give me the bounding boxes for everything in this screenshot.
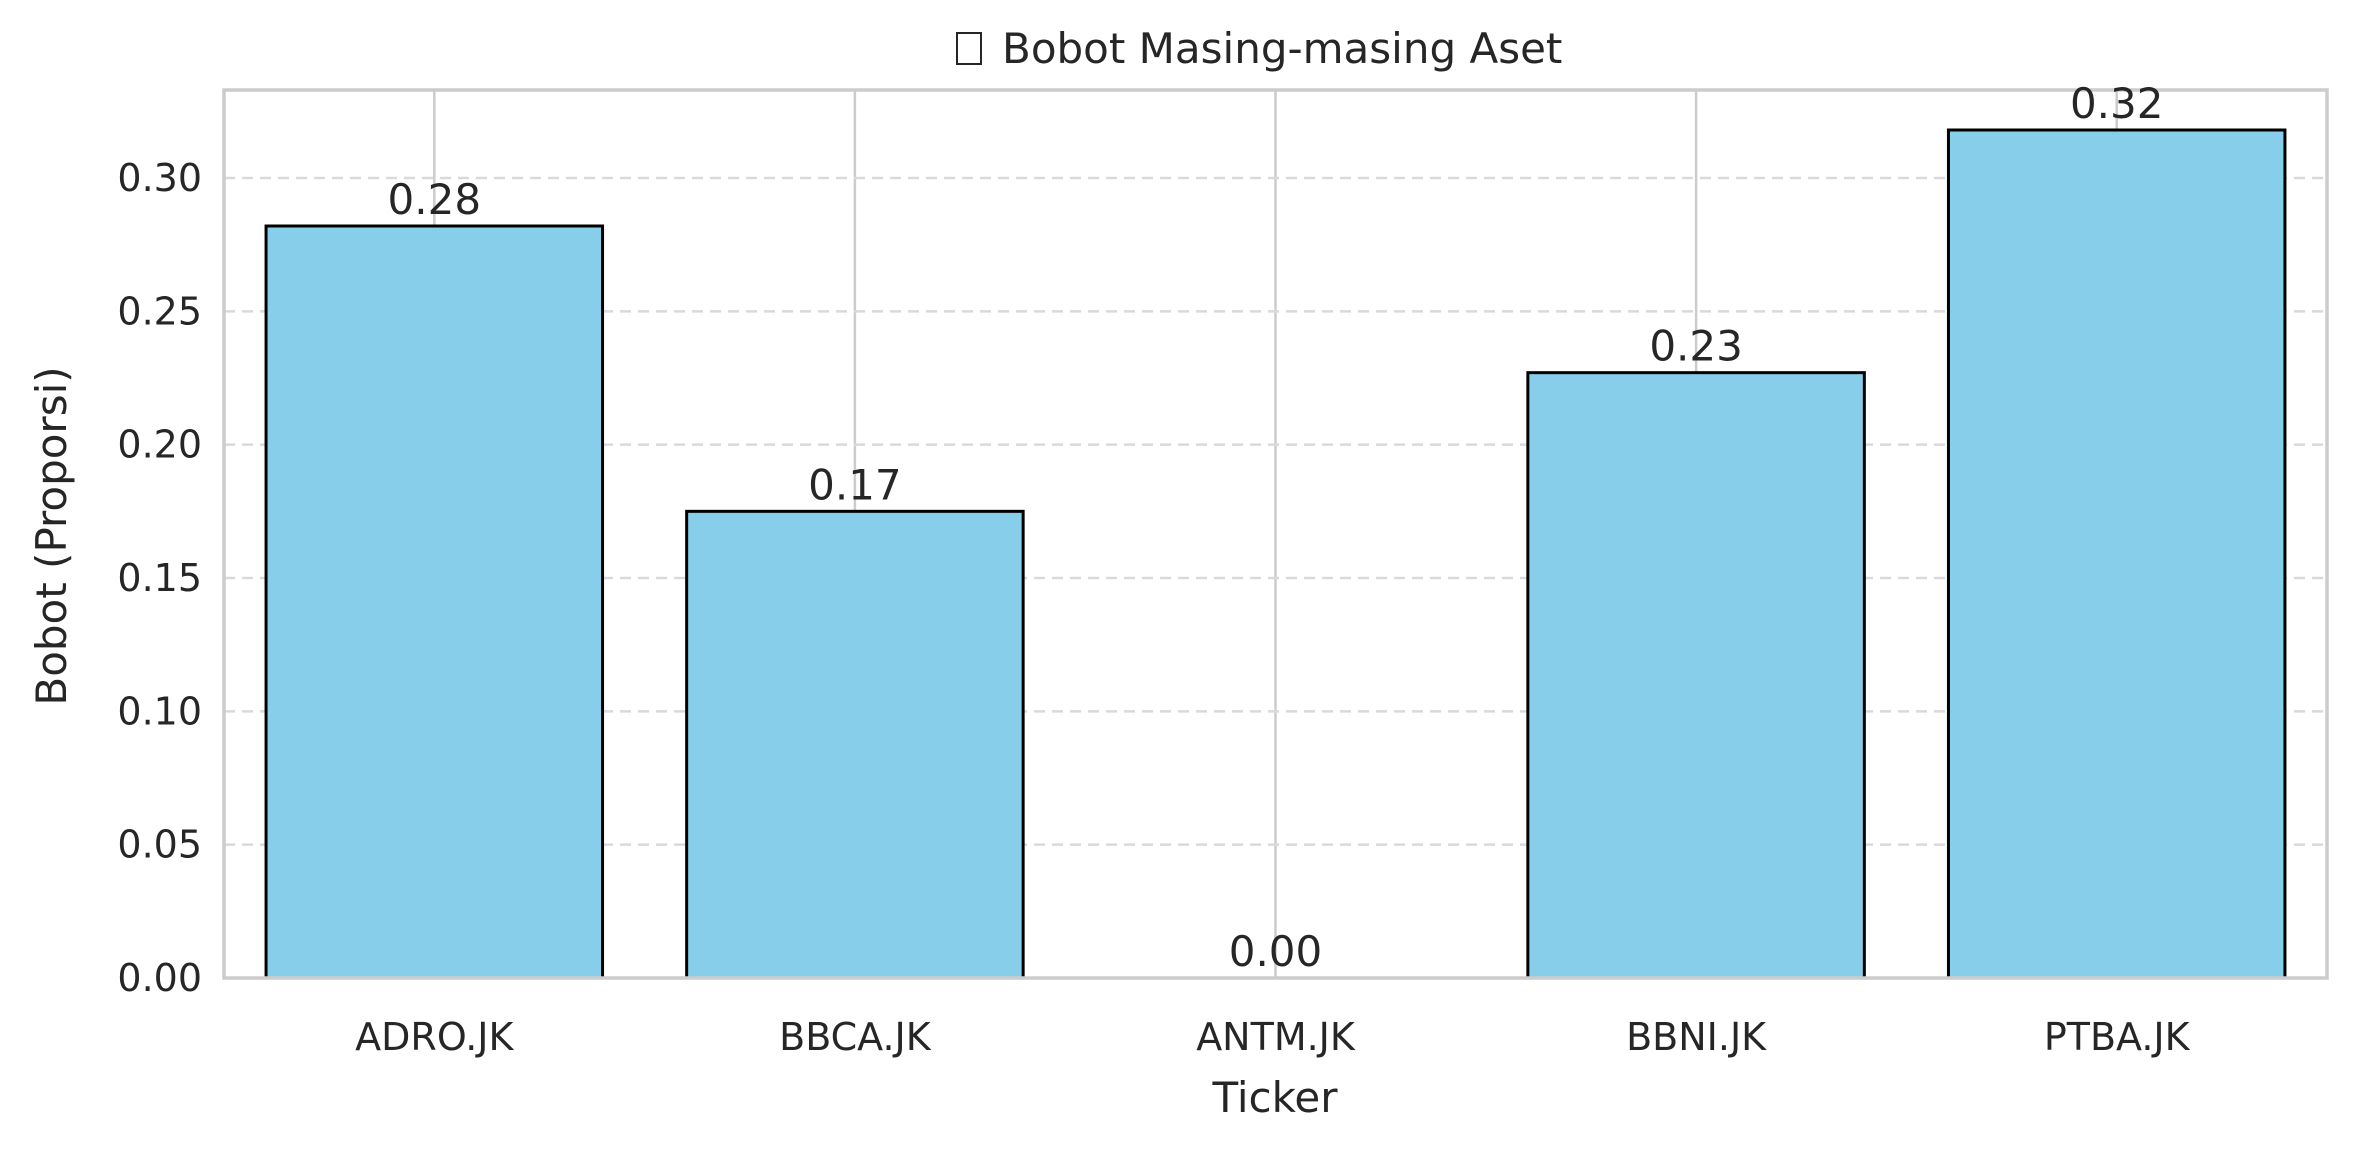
- chart-title: Bobot Masing-masing Aset: [1002, 24, 1562, 73]
- y-tick-label: 0.20: [117, 423, 202, 467]
- plot-frame: [222, 88, 2329, 980]
- data-label: 0.17: [808, 460, 902, 509]
- x-axis-title: Ticker: [1211, 1073, 1338, 1122]
- data-label: 0.00: [1229, 927, 1323, 976]
- x-axis-ticks: ADRO.JK BBCA.JK ANTM.JK BBNI.JK PTBA.JK: [355, 1015, 2190, 1059]
- data-label: 0.28: [388, 175, 482, 224]
- bar-bbni-jk: [1526, 371, 1866, 980]
- data-label: 0.23: [1649, 322, 1743, 371]
- plot-border: [222, 88, 2329, 980]
- chart-title-group: Bobot Masing-masing Aset: [956, 24, 1562, 73]
- data-label: 0.32: [2070, 79, 2164, 128]
- y-tick-label: 0.25: [117, 289, 202, 333]
- bar-bbca-jk: [685, 509, 1025, 980]
- x-tick-label: PTBA.JK: [2044, 1015, 2191, 1059]
- y-tick-label: 0.30: [117, 156, 202, 200]
- x-tick-label: BBNI.JK: [1626, 1015, 1767, 1059]
- bar-ptba-jk: [1946, 128, 2287, 980]
- bars: [264, 128, 2287, 980]
- data-labels: 0.28 0.17 0.00 0.23 0.32: [388, 79, 2164, 976]
- y-tick-label: 0.10: [117, 689, 202, 733]
- y-tick-label: 0.15: [117, 556, 202, 600]
- y-axis-title: Bobot (Proporsi): [27, 366, 76, 705]
- x-tick-label: ANTM.JK: [1196, 1015, 1356, 1059]
- x-tick-label: BBCA.JK: [779, 1015, 932, 1059]
- x-tick-label: ADRO.JK: [355, 1015, 514, 1059]
- y-tick-label: 0.05: [117, 823, 202, 867]
- bar-adro-jk: [264, 224, 605, 980]
- y-tick-label: 0.00: [117, 956, 202, 1000]
- y-axis-ticks: 0.00 0.05 0.10 0.15 0.20 0.25 0.30: [117, 156, 202, 1000]
- missing-glyph-icon: [956, 32, 982, 65]
